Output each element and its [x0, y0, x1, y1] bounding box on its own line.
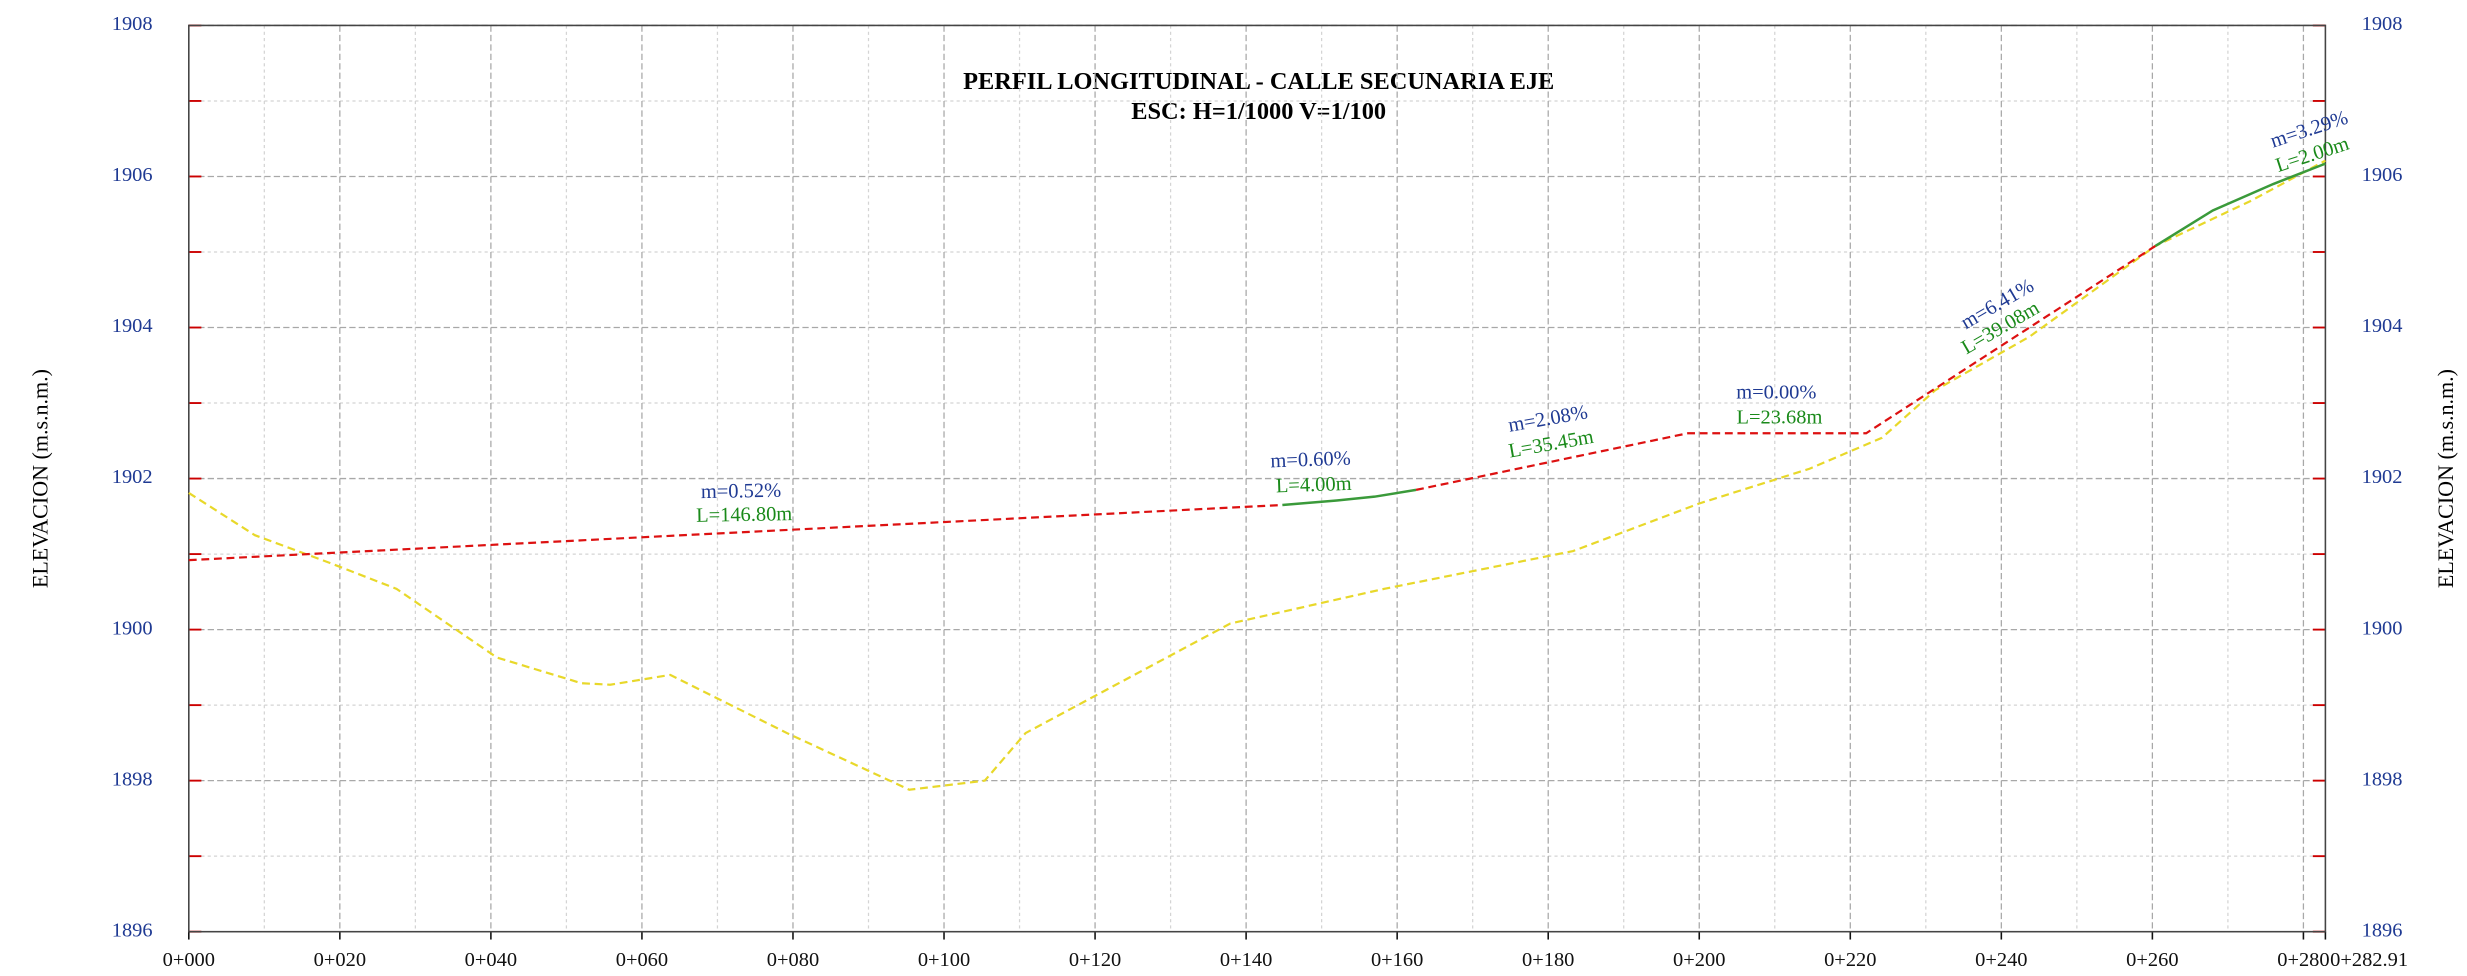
- y2-tick-label: 1906: [2362, 164, 2403, 186]
- x-tick-label: 0+220: [1824, 949, 1876, 971]
- profile-line: [1282, 162, 2326, 507]
- chart-subtitle: ESC: H=1/1000 V=1/100: [1131, 98, 1386, 125]
- slope-label: m=0.60%: [1270, 448, 1351, 473]
- profile-line: [188, 159, 2326, 791]
- y2-tick-label: 1896: [2362, 919, 2403, 941]
- y-tick-label: 1904: [112, 315, 153, 337]
- x-tick-label: 0+040: [465, 949, 517, 971]
- x-tick-label: 0+280: [2277, 949, 2329, 971]
- length-label: L=4.00m: [1275, 473, 1351, 498]
- x-tick-label: 0+240: [1975, 949, 2027, 971]
- length-label: L=146.80m: [696, 503, 793, 527]
- x-tick-label: 0+120: [1069, 949, 1121, 971]
- slope-label: m=0.00%: [1736, 381, 1816, 403]
- profile-line: [188, 245, 2156, 562]
- x-tick-label: 0+282.91: [2330, 949, 2408, 971]
- y-tick-label: 1906: [112, 164, 153, 186]
- x-tick-label: 0+180: [1522, 949, 1574, 971]
- x-tick-label: 0+060: [616, 949, 668, 971]
- chart-title: PERFIL LONGITUDINAL - CALLE SECUNARIA EJ…: [963, 68, 1554, 95]
- y-tick-label: 1902: [112, 466, 153, 488]
- y-tick-label: 1898: [112, 768, 153, 790]
- x-tick-label: 0+260: [2126, 949, 2178, 971]
- x-tick-label: 0+080: [767, 949, 819, 971]
- x-tick-label: 0+020: [314, 949, 366, 971]
- y2-tick-label: 1904: [2362, 315, 2403, 337]
- x-tick-label: 0+200: [1673, 949, 1725, 971]
- x-tick-label: 0+000: [163, 949, 215, 971]
- y2-tick-label: 1900: [2362, 617, 2403, 639]
- x-tick-label: 0+140: [1220, 949, 1272, 971]
- plot-frame: [188, 24, 2327, 933]
- y-axis-label: ELEVACION (m.s.n.m.): [28, 369, 53, 588]
- y-tick-label: 1900: [112, 617, 153, 639]
- y-tick-label: 1896: [112, 919, 153, 941]
- slope-label: m=0.52%: [701, 480, 782, 503]
- length-label: L=23.68m: [1736, 406, 1822, 428]
- y2-axis-label: ELEVACION (m.s.n.m.): [2433, 369, 2458, 588]
- y-tick-label: 1908: [112, 13, 153, 35]
- y2-tick-label: 1898: [2362, 768, 2403, 790]
- y2-tick-label: 1902: [2362, 466, 2403, 488]
- x-tick-label: 0+100: [918, 949, 970, 971]
- x-tick-label: 0+160: [1371, 949, 1423, 971]
- y2-tick-label: 1908: [2362, 13, 2403, 35]
